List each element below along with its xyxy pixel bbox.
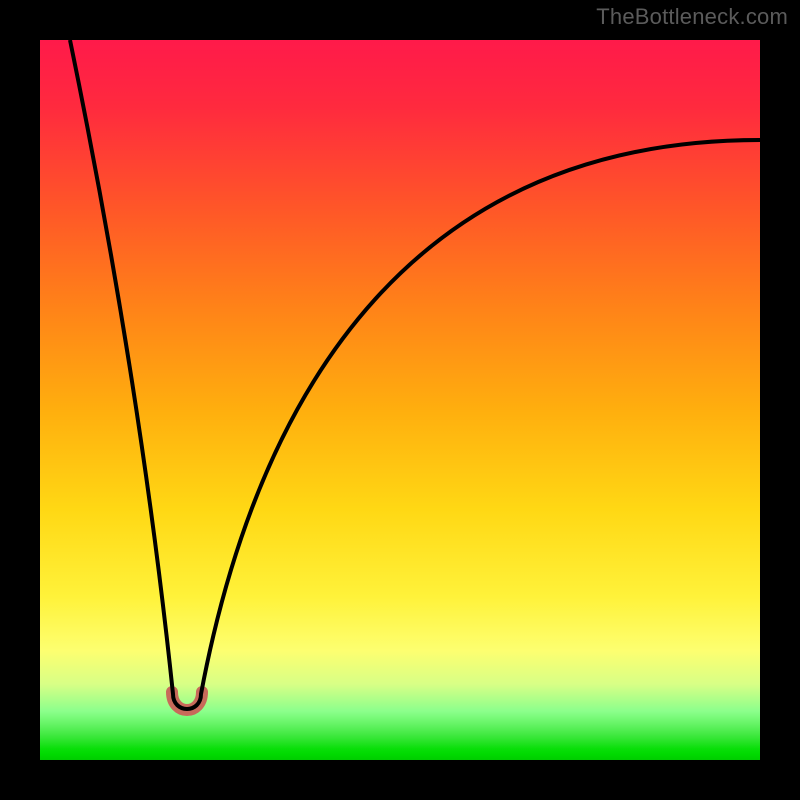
bottleneck-curve <box>0 0 800 800</box>
bottleneck-curve-path <box>70 40 760 709</box>
watermark-text: TheBottleneck.com <box>596 4 788 30</box>
